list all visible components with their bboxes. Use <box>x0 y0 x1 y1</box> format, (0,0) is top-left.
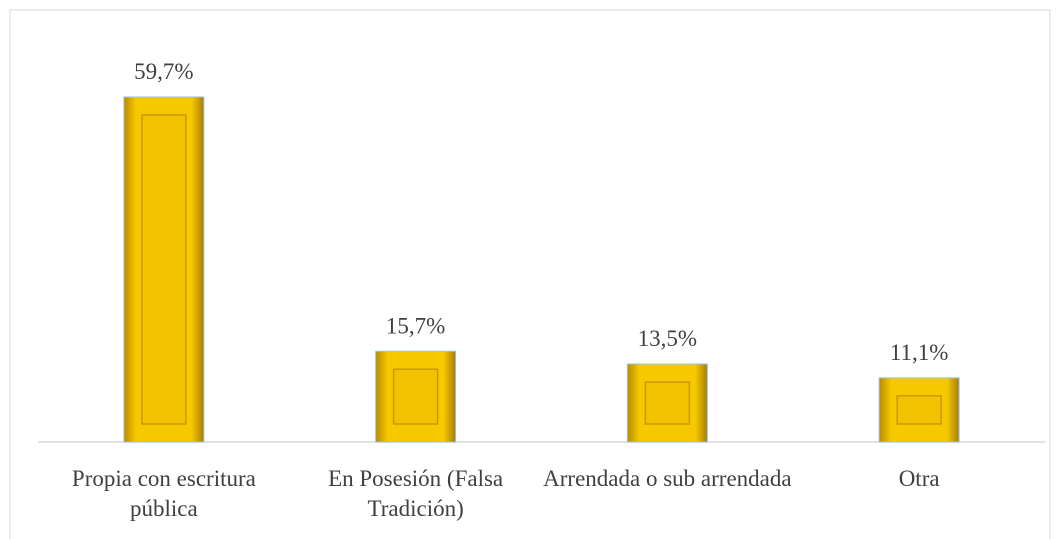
bar <box>375 350 457 443</box>
bar <box>123 96 205 443</box>
value-label: 11,1% <box>890 340 949 365</box>
bar-bevel <box>644 381 691 425</box>
bar-bevel <box>392 368 439 425</box>
bar-bevel <box>141 114 187 425</box>
bar <box>626 363 708 443</box>
value-label: 13,5% <box>638 326 697 351</box>
value-label: 15,7% <box>386 313 445 338</box>
bar <box>878 377 960 443</box>
value-label: 59,7% <box>134 59 193 84</box>
x-tick-label: En Posesión (Falsa Tradición) <box>328 466 504 521</box>
x-tick-label: Arrendada o sub arrendada <box>543 466 792 491</box>
x-tick-label: Propia con escritura pública <box>71 466 256 521</box>
chart-frame <box>9 9 1051 539</box>
x-tick-label: Otra <box>898 466 940 491</box>
bar-bevel <box>896 395 942 425</box>
